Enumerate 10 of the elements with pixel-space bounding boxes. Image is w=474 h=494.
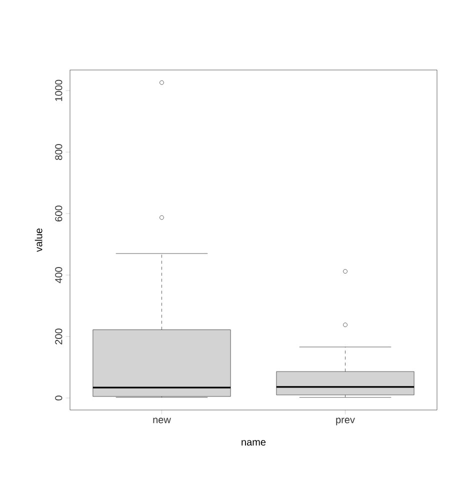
- x-tick-label: prev: [336, 418, 355, 426]
- y-axis-title: value: [34, 228, 42, 252]
- y-tick-label: 400: [55, 267, 62, 284]
- y-tick-label: 1000: [55, 80, 62, 101]
- y-tick-label: 600: [55, 206, 62, 222]
- y-tick-label: 800: [55, 144, 62, 160]
- y-tick-label: 0: [55, 396, 62, 400]
- x-tick-label: new: [153, 418, 171, 424]
- y-tick-label: 200: [55, 328, 62, 344]
- x-axis-title: name: [242, 440, 266, 446]
